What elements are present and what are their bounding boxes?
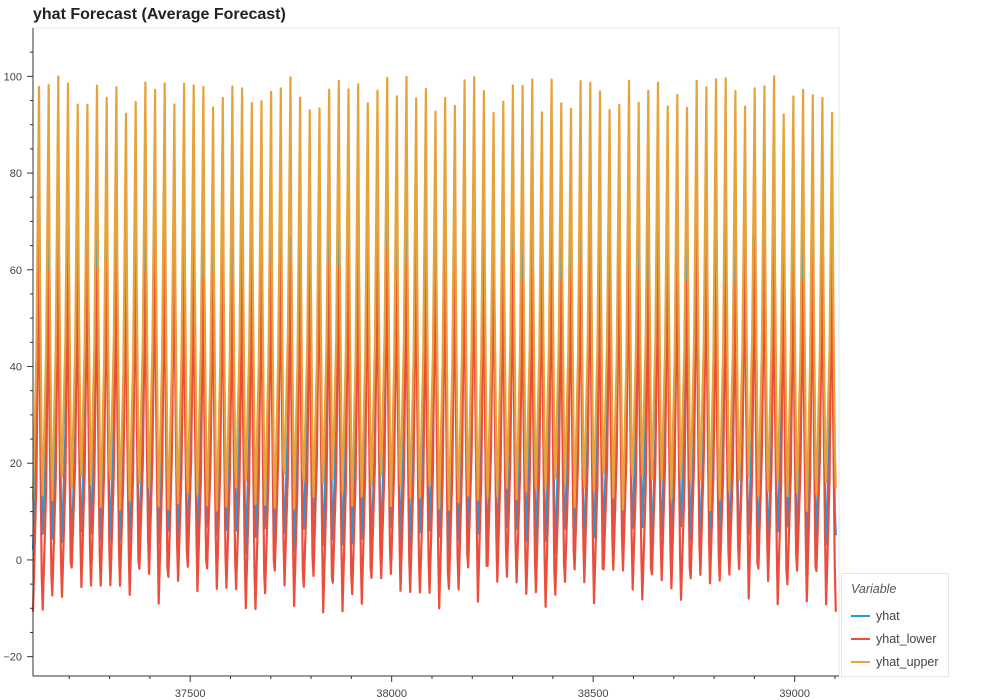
series-line-yhat-upper (31, 75, 837, 512)
legend-title: Variable (851, 582, 897, 596)
legend-label-yhat-upper: yhat_upper (876, 654, 939, 669)
chart-title: yhat Forecast (Average Forecast) (33, 6, 286, 23)
legend-label-yhat-lower: yhat_lower (876, 631, 937, 646)
x-tick-label: 39000 (779, 688, 810, 700)
legend-swatch-yhat (851, 614, 870, 617)
y-tick-label: 80 (10, 168, 22, 180)
x-tick-label: 38000 (376, 688, 407, 700)
legend-swatch-yhat-upper (851, 660, 870, 663)
legend-item-yhat[interactable]: yhat (851, 604, 948, 627)
y-tick-label: −20 (3, 652, 22, 664)
y-tick-label: 20 (10, 458, 22, 470)
y-tick-label: 60 (10, 265, 22, 277)
series-layer (31, 75, 837, 614)
x-tick-label: 38500 (578, 688, 609, 700)
y-tick-label: 40 (10, 362, 22, 374)
axes-layer: −20 0 20 40 60 80 100 37500 38000 38500 39000 (3, 28, 839, 700)
y-tick-label: 0 (16, 555, 22, 567)
legend: Variable yhat yhat_lower yhat_upper (841, 573, 949, 677)
legend-item-yhat-lower[interactable]: yhat_lower (851, 627, 948, 650)
x-tick-label: 37500 (175, 688, 206, 700)
y-tick-label: 100 (4, 71, 22, 83)
legend-label-yhat: yhat (876, 608, 900, 623)
legend-swatch-yhat-lower (851, 637, 870, 640)
legend-item-yhat-upper[interactable]: yhat_upper (851, 650, 948, 673)
